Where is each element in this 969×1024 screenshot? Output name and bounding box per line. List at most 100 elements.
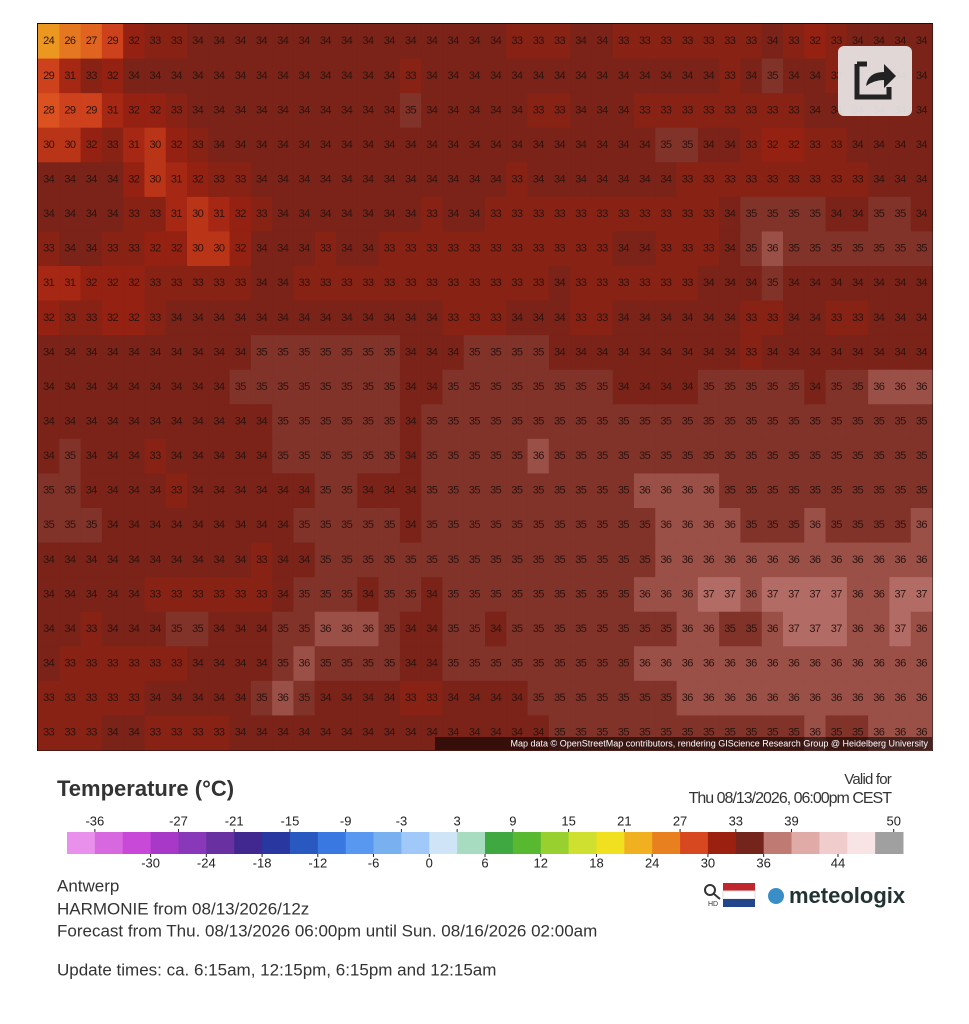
temperature-cell [889, 162, 912, 198]
temperature-label: 35 [703, 415, 715, 427]
temperature-label: 34 [150, 415, 162, 427]
temperature-cell [250, 438, 273, 474]
temperature-label: 36 [746, 692, 758, 704]
temperature-label: 36 [639, 485, 651, 497]
temperature-label: 33 [639, 35, 651, 47]
temperature-cell [889, 196, 912, 232]
temperature-label: 34 [341, 727, 353, 739]
temperature-label: 33 [405, 692, 417, 704]
temperature-label: 34 [299, 727, 311, 739]
temperature-label: 33 [448, 243, 460, 255]
temperature-cell [463, 162, 486, 198]
colorbar-tick-label: 36 [756, 855, 770, 870]
temperature-label: 35 [831, 415, 843, 427]
temperature-label: 34 [618, 346, 630, 358]
temperature-label: 34 [554, 70, 566, 82]
temperature-label: 34 [213, 450, 225, 462]
temperature-cell [719, 24, 741, 60]
temperature-label: 32 [235, 243, 247, 255]
temperature-label: 33 [150, 450, 162, 462]
temperature-label: 32 [767, 139, 779, 151]
temperature-cell [38, 646, 60, 682]
temperature-cell [783, 93, 805, 129]
temperature-label: 33 [533, 208, 545, 220]
hd-flag[interactable]: HD [704, 883, 756, 908]
temperature-label: 34 [724, 312, 736, 324]
temperature-label: 35 [660, 450, 672, 462]
temperature-label: 34 [575, 35, 587, 47]
temperature-cell [80, 438, 103, 474]
temperature-label: 33 [703, 104, 715, 116]
temperature-cell [250, 577, 273, 613]
temperature-label: 34 [554, 346, 566, 358]
temperature-cell [676, 93, 699, 129]
temperature-cell [336, 438, 358, 474]
temperature-cell [591, 404, 614, 440]
temperature-label: 33 [746, 104, 758, 116]
temperature-cell [165, 24, 188, 60]
temperature-cell [846, 300, 869, 336]
temperature-cell [889, 369, 912, 405]
share-button[interactable] [838, 46, 912, 116]
temperature-label: 33 [682, 243, 694, 255]
temperature-label: 36 [916, 727, 928, 739]
temperature-cell [783, 680, 805, 716]
temperature-cell [570, 404, 592, 440]
temperature-cell [783, 542, 805, 578]
temperature-cell [697, 266, 720, 302]
temperature-label: 34 [341, 35, 353, 47]
temperature-label: 34 [192, 450, 204, 462]
temperature-label: 33 [703, 35, 715, 47]
temperature-label: 32 [128, 35, 140, 47]
temperature-cell [229, 438, 252, 474]
temperature-cell [123, 231, 145, 267]
temperature-cell [378, 266, 401, 302]
temperature-cell [634, 58, 656, 94]
temperature-cell [144, 508, 167, 544]
temperature-label: 35 [809, 243, 821, 255]
temperature-label: 37 [724, 588, 736, 600]
colorbar-tick-label: -15 [281, 813, 300, 828]
temperature-label: 35 [916, 243, 928, 255]
temperature-label: 36 [746, 554, 758, 566]
temperature-cell [463, 680, 486, 716]
temperature-label: 33 [724, 70, 736, 82]
temperature-cell [399, 127, 422, 163]
temperature-label: 36 [703, 692, 715, 704]
temperature-label: 34 [362, 35, 374, 47]
temperature-cell [208, 58, 231, 94]
temperature-cell [336, 93, 358, 129]
temperature-label: 35 [320, 588, 332, 600]
temperature-cell [527, 93, 550, 129]
temperature-label: 35 [639, 692, 651, 704]
flag-blue [723, 899, 755, 907]
temperature-cell [165, 404, 188, 440]
temperature-label: 32 [788, 139, 800, 151]
temperature-label: 34 [64, 588, 76, 600]
temperature-cell [357, 335, 380, 371]
temperature-cell [442, 127, 465, 163]
temperature-cell [804, 24, 827, 60]
colorbar-swatch [67, 832, 96, 854]
temperature-cell [165, 680, 188, 716]
temperature-label: 36 [916, 657, 928, 669]
temperature-cell [101, 58, 124, 94]
temperature-label: 35 [299, 450, 311, 462]
temperature-label: 35 [554, 692, 566, 704]
temperature-label: 34 [490, 692, 502, 704]
temperature-cell [123, 127, 145, 163]
valid-time: Thu 08/13/2026, 06:00pm CEST [689, 790, 893, 807]
temperature-cell [889, 266, 912, 302]
temperature-cell [208, 300, 231, 336]
temperature-cell [399, 577, 422, 613]
temperature-label: 35 [362, 450, 374, 462]
temperature-label: 30 [150, 139, 162, 151]
temperature-label: 36 [831, 692, 843, 704]
temperature-cell [59, 646, 82, 682]
colorbar-tick-label: 30 [701, 855, 715, 870]
temperature-cell [676, 266, 699, 302]
temperature-cell [506, 404, 529, 440]
temperature-label: 33 [533, 35, 545, 47]
temperature-label: 35 [362, 415, 374, 427]
temperature-cell [676, 438, 699, 474]
